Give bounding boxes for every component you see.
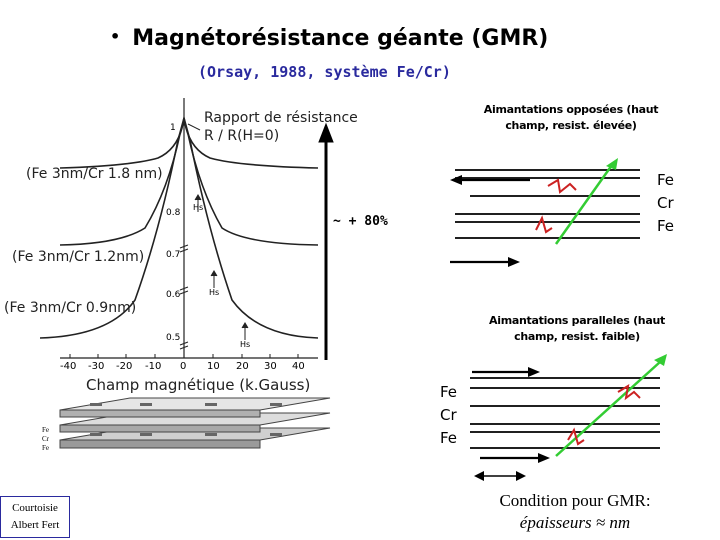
y-axis-label-2: R / R(H=0) [204, 128, 280, 144]
y-tick: 1 [170, 123, 176, 133]
layer-label: Cr [657, 194, 674, 212]
x-tick: -20 [116, 361, 133, 372]
parallel-caption: Aimantations paralleles (haut champ, res… [472, 313, 682, 345]
layer-sketch [59, 397, 331, 449]
hs-label: Hs [209, 288, 220, 297]
sketch-stack-labels: Fe Cr Fe [42, 426, 49, 453]
hs-label: Hs [193, 203, 204, 212]
parallel-caption-1: Aimantations paralleles (haut [489, 314, 665, 327]
antiparallel-caption-1: Aimantations opposées (haut [483, 103, 659, 116]
sketch-label: Fe [42, 426, 49, 434]
x-tick: 10 [207, 361, 220, 372]
gmr-graph [39, 98, 319, 359]
y-tick: 0.6 [166, 290, 181, 300]
antiparallel-diagram [450, 158, 640, 267]
y-tick: 0.8 [166, 208, 181, 218]
hs-markers [194, 194, 249, 340]
curve-cr-0-9 [39, 114, 319, 339]
curve-label-1: (Fe 3nm/Cr 1.8 nm) [26, 166, 163, 182]
parallel-layers: Fe Cr Fe [440, 381, 457, 450]
x-tick: -30 [88, 361, 105, 372]
layer-label: Fe [657, 171, 675, 189]
layer-label: Fe [657, 217, 675, 235]
gmr-arrow [318, 122, 334, 360]
parallel-caption-2: champ, resist. faible) [514, 330, 640, 343]
x-tick: 30 [264, 361, 277, 372]
y-tick: 0.5 [166, 333, 181, 343]
layer-label: Fe [440, 383, 458, 401]
credit-line-1: Courtoisie [12, 502, 58, 514]
slide-title: • Magnétorésistance géante (GMR) [110, 26, 548, 51]
credit-line-2: Albert Fert [10, 519, 60, 531]
antiparallel-caption-2: champ, resist. élevée) [505, 119, 637, 132]
hs-label: Hs [240, 340, 251, 349]
gmr-value-label: ~ + 80% [333, 214, 388, 229]
x-tick: -40 [60, 361, 77, 372]
layer-label: Fe [440, 429, 458, 447]
sketch-label: Fe [42, 444, 49, 452]
condition-line-2: épaisseurs ≈ nm [519, 513, 631, 532]
x-tick: 40 [292, 361, 305, 372]
curve-label-2: (Fe 3nm/Cr 1.2nm) [12, 249, 145, 265]
parallel-diagram [470, 354, 667, 481]
x-tick: -10 [145, 361, 162, 372]
credit-box: Courtoisie Albert Fert [0, 496, 70, 538]
gmr-condition: Condition pour GMR: épaisseurs ≈ nm [470, 490, 680, 534]
antiparallel-caption: Aimantations opposées (haut champ, resis… [466, 102, 676, 134]
x-tick: 20 [236, 361, 249, 372]
y-axis-label-1: Rapport de résistance [204, 110, 358, 126]
slide-subtitle: (Orsay, 1988, système Fe/Cr) [198, 63, 451, 81]
condition-line-1: Condition pour GMR: [499, 491, 651, 510]
x-tick: 0 [180, 361, 187, 372]
y-tick: 0.7 [166, 250, 181, 260]
curve-label-3: (Fe 3nm/Cr 0.9nm) [4, 300, 137, 316]
x-axis-label: Champ magnétique (k.Gauss) [86, 376, 311, 394]
bullet: • [110, 27, 121, 46]
sketch-label: Cr [42, 435, 49, 443]
layer-label: Cr [440, 406, 457, 424]
title-text: Magnétorésistance géante (GMR) [132, 26, 549, 51]
antiparallel-layers: Fe Cr Fe [657, 169, 674, 238]
